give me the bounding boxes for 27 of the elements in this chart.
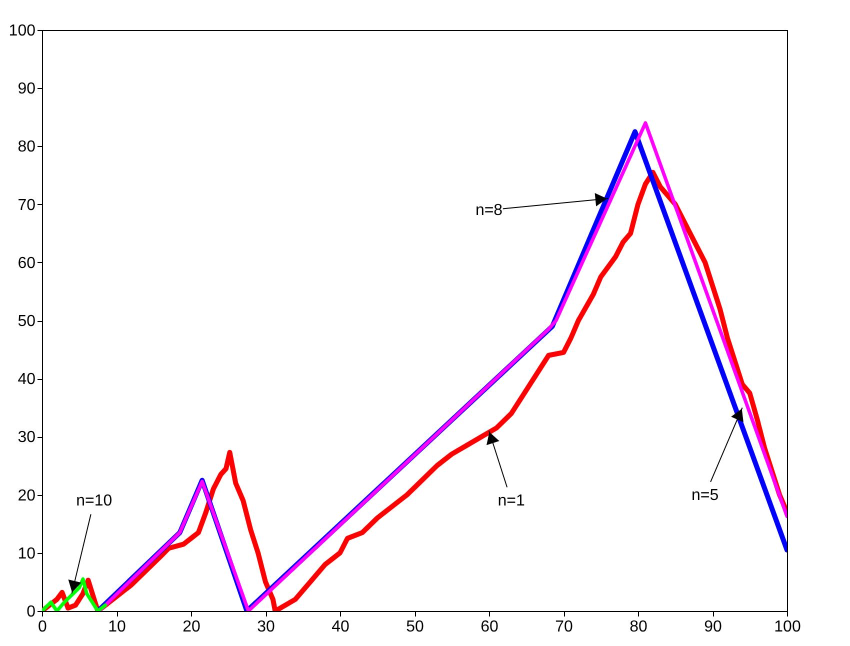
y-tick-label: 30 xyxy=(18,429,36,446)
y-tick-label: 70 xyxy=(18,196,36,214)
annotation: n=10 xyxy=(76,492,112,510)
y-tick-label: 90 xyxy=(18,80,36,98)
y-tick-label: 10 xyxy=(18,545,36,562)
y-tick-label: 100 xyxy=(8,22,36,40)
x-tick-label: 60 xyxy=(480,618,498,636)
annotation: n=8 xyxy=(475,202,503,220)
annotation: n=1 xyxy=(498,492,526,510)
y-tick-label: 40 xyxy=(18,371,36,388)
x-tick-label: 90 xyxy=(704,618,722,636)
x-tick-label: 70 xyxy=(555,618,573,636)
y-tick-label: 80 xyxy=(18,138,36,156)
x-tick-label: 40 xyxy=(332,618,350,636)
x-tick-label: 20 xyxy=(182,618,200,636)
x-tick-label: 50 xyxy=(406,618,424,636)
line-series xyxy=(42,577,108,611)
y-tick-label: 20 xyxy=(18,487,36,504)
x-tick-label: 30 xyxy=(257,618,275,636)
y-tick-label: 0 xyxy=(26,604,36,620)
x-tick-label: 80 xyxy=(630,618,648,636)
x-tick-label: 10 xyxy=(108,618,126,636)
annotation: n=5 xyxy=(691,486,719,504)
y-tick-label: 50 xyxy=(18,313,36,330)
x-tick-label: 0 xyxy=(38,618,48,636)
x-tick-label: 100 xyxy=(774,618,801,636)
y-tick-label: 60 xyxy=(18,254,36,272)
